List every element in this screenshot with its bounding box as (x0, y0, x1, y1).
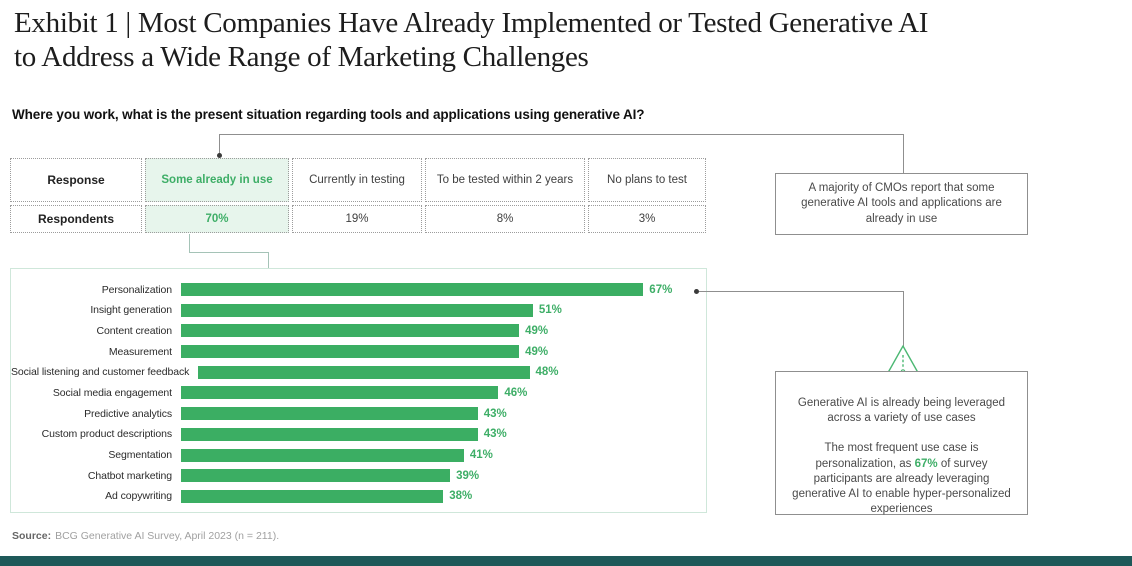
connector-top-vertical-left (219, 134, 220, 157)
bar-label: Measurement (108, 345, 172, 358)
callout-use-cases: Generative AI is already being leveraged… (775, 371, 1028, 515)
bar-chart-rows: Personalization 67% Insight generation 51% C… (11, 283, 706, 503)
table-cell-response-0: Some already in use (145, 158, 289, 202)
bar (181, 427, 478, 441)
bar-label: Ad copywriting (105, 490, 172, 503)
bar-row: Content creation 49% (11, 324, 706, 338)
bar-row: Chatbot marketing 39% (11, 469, 706, 483)
callout-use-cases-para1: Generative AI is already being leveraged… (797, 397, 1006, 425)
bar-row: Measurement 49% (11, 345, 706, 359)
callout-cmo: A majority of CMOs report that some gene… (775, 173, 1028, 235)
connector-top-vertical-right (903, 134, 904, 173)
bar-value: 41% (469, 449, 493, 461)
bar-value: 39% (456, 469, 480, 482)
use-case-bar-chart: Personalization 67% Insight generation 51% C… (10, 268, 707, 513)
bar-label: Insight generation (90, 304, 172, 317)
footer-accent-bar (0, 556, 1132, 566)
connector-table-chart-h (189, 252, 269, 253)
bar-value: 49% (525, 324, 549, 337)
bar-row: Segmentation 41% (11, 448, 706, 462)
survey-question: Where you work, what is the present situ… (12, 107, 645, 122)
table-cell-respondents-3: 3% (588, 205, 706, 233)
bar-value: 38% (449, 490, 473, 503)
table-header-respondents: Respondents (10, 205, 142, 233)
table-cell-response-1: Currently in testing (292, 158, 422, 202)
callout-para2-highlight: 67% (914, 457, 938, 470)
bar-row: Predictive analytics 43% (11, 407, 706, 421)
bar-label: Social listening and customer feedback (11, 366, 190, 379)
bar (181, 324, 520, 338)
exhibit-title-line1: Exhibit 1 | Most Companies Have Already … (14, 7, 929, 39)
bar-row: Social listening and customer feedback 48… (11, 365, 706, 379)
bar (181, 386, 499, 400)
exhibit-title-line2: to Address a Wide Range of Marketing Cha… (14, 41, 589, 73)
table-cell-respondents-0: 70% (145, 205, 289, 233)
bar (181, 469, 451, 483)
table-cell-response-3: No plans to test (588, 158, 706, 202)
bar (181, 283, 644, 296)
table-cell-response-2: To be tested within 2 years (425, 158, 585, 202)
connector-table-chart-v2 (268, 252, 269, 269)
bar-label: Segmentation (108, 449, 172, 461)
bar-label: Social media engagement (52, 386, 172, 399)
callout-cmo-text: A majority of CMOs report that some gene… (801, 182, 1002, 225)
connector-top-horizontal (219, 134, 904, 135)
exhibit-title: Exhibit 1 | Most Companies Have Already … (14, 6, 1124, 74)
callout-use-cases-para2: The most frequent use case is personaliz… (786, 441, 1017, 517)
bar-value: 51% (538, 304, 562, 317)
connector-bar-callout-v (903, 291, 904, 347)
callout-para2-before: The most frequent use case is personaliz… (815, 442, 979, 470)
table-header-response: Response (10, 158, 142, 202)
bar (181, 345, 520, 359)
bar-value: 49% (525, 345, 549, 358)
bar-label: Custom product descriptions (41, 428, 172, 441)
connector-table-chart-v1 (189, 234, 190, 252)
source-text: BCG Generative AI Survey, April 2023 (n … (55, 530, 280, 542)
connector-bar-callout-h (699, 291, 903, 292)
bar-label: Personalization (101, 283, 172, 296)
bar-value: 67% (649, 283, 673, 296)
table-cell-respondents-1: 19% (292, 205, 422, 233)
connector-dot-personalization (694, 289, 699, 294)
callout-para2-after: of survey participants are already lever… (792, 457, 1011, 516)
bar-value: 48% (535, 366, 559, 379)
table-cell-respondents-2: 8% (425, 205, 585, 233)
bar-row: Custom product descriptions 43% (11, 427, 706, 441)
bar (181, 303, 533, 317)
source-label: Source: (12, 530, 52, 542)
bar-row: Social media engagement 46% (11, 386, 706, 400)
bar-label: Predictive analytics (84, 407, 172, 420)
connector-dot-table (217, 153, 222, 158)
bar-value: 43% (483, 407, 507, 420)
bar (181, 489, 444, 503)
bar (181, 448, 464, 462)
bar-label: Chatbot marketing (87, 469, 172, 482)
source-note: Source: BCG Generative AI Survey, April 2… (12, 530, 279, 542)
bar-row: Insight generation 51% (11, 303, 706, 317)
bar-value: 43% (483, 428, 507, 441)
bar-row: Personalization 67% (11, 283, 706, 296)
bar-value: 46% (504, 386, 528, 399)
bar (181, 407, 478, 421)
bar-label: Content creation (96, 324, 173, 337)
bar (198, 365, 530, 379)
bar-row: Ad copywriting 38% (11, 489, 706, 503)
response-table: Response Some already in use Currently in … (10, 158, 706, 233)
